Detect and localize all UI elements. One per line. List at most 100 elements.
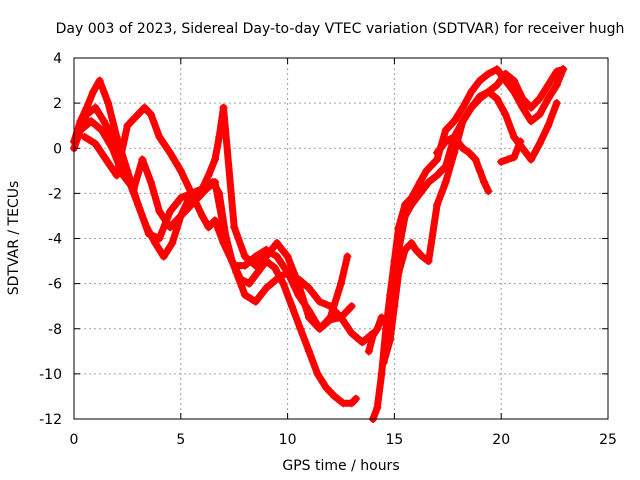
data-point-marker: [304, 347, 313, 356]
data-point-marker: [240, 290, 249, 299]
data-point-marker: [418, 252, 427, 261]
data-point-marker: [272, 252, 281, 261]
data-point-marker: [475, 166, 484, 175]
data-point-marker: [223, 245, 232, 254]
data-point-marker: [168, 239, 177, 248]
y-tick-label: -4: [48, 232, 62, 248]
data-point-marker: [527, 117, 536, 126]
series-line-9: [497, 138, 524, 166]
data-point-marker: [552, 99, 561, 108]
data-point-marker: [475, 76, 484, 85]
series-group: [70, 65, 568, 423]
data-point-marker: [516, 137, 525, 146]
data-point-marker: [253, 268, 262, 277]
data-point-marker: [240, 252, 249, 261]
data-point-marker: [347, 399, 356, 408]
data-point-marker: [166, 223, 175, 232]
data-point-marker: [279, 279, 288, 288]
data-point-marker: [134, 110, 143, 119]
data-point-marker: [91, 139, 100, 148]
data-point-marker: [458, 103, 467, 112]
data-point-marker: [326, 302, 335, 311]
data-point-marker: [433, 155, 442, 164]
data-point-marker: [347, 329, 356, 338]
data-point-marker: [433, 200, 442, 209]
data-point-marker: [270, 263, 279, 272]
data-point-marker: [176, 211, 185, 220]
data-point-marker: [492, 81, 501, 90]
data-point-marker: [251, 252, 260, 261]
data-point-marker: [97, 126, 106, 135]
data-point-marker: [326, 313, 335, 322]
data-point-marker: [510, 76, 519, 85]
data-point-marker: [386, 336, 395, 345]
data-point-marker: [204, 171, 213, 180]
data-point-marker: [441, 137, 450, 146]
data-point-marker: [433, 148, 442, 157]
data-point-marker: [337, 279, 345, 288]
data-point-marker: [245, 279, 254, 288]
data-point-marker: [251, 297, 260, 306]
data-point-marker: [544, 94, 553, 103]
data-point-marker: [272, 239, 281, 248]
data-point-marker: [215, 189, 224, 198]
data-point-marker: [394, 268, 403, 277]
data-point-marker: [351, 394, 360, 403]
data-point-marker: [424, 257, 433, 266]
data-point-marker: [552, 81, 561, 90]
data-point-marker: [390, 257, 399, 266]
data-point-marker: [272, 275, 281, 284]
data-point-marker: [377, 369, 386, 378]
data-point-marker: [176, 166, 185, 175]
y-tick-label: 0: [53, 141, 62, 157]
x-tick-label: 15: [385, 432, 403, 448]
data-point-marker: [450, 148, 459, 157]
data-point-marker: [492, 65, 501, 74]
data-point-marker: [140, 103, 149, 112]
data-point-marker: [129, 184, 138, 193]
data-point-marker: [155, 234, 164, 243]
data-point-marker: [373, 403, 382, 412]
data-point-marker: [119, 171, 128, 180]
data-point-marker: [304, 284, 313, 293]
data-point-marker: [262, 284, 271, 293]
data-point-marker: [176, 193, 185, 202]
data-point-marker: [450, 117, 459, 126]
data-point-marker: [501, 76, 510, 85]
data-point-marker: [484, 87, 493, 96]
data-point-marker: [304, 306, 313, 315]
y-tick-label: -8: [48, 322, 62, 338]
series-line-4: [76, 117, 377, 346]
data-point-marker: [91, 103, 100, 112]
y-tick-label: -10: [39, 367, 62, 383]
data-point-marker: [433, 171, 442, 180]
data-point-marker: [379, 358, 388, 367]
data-point-marker: [313, 369, 322, 378]
x-tick-label: 20: [492, 432, 510, 448]
data-point-marker: [358, 338, 367, 347]
y-tick-label: -6: [48, 277, 62, 293]
data-point-marker: [407, 193, 416, 202]
data-point-marker: [159, 252, 168, 261]
data-point-marker: [484, 69, 493, 78]
data-point-marker: [337, 313, 345, 322]
data-point-marker: [458, 117, 467, 126]
data-point-marker: [407, 239, 416, 248]
data-point-marker: [134, 200, 143, 209]
data-point-marker: [559, 65, 568, 74]
data-point-marker: [296, 324, 305, 333]
data-point-marker: [104, 99, 113, 108]
data-point-marker: [240, 261, 249, 270]
data-point-marker: [87, 117, 96, 126]
data-point-marker: [364, 347, 373, 356]
data-point-marker: [155, 132, 164, 141]
data-point-marker: [544, 121, 553, 130]
data-point-marker: [198, 211, 207, 220]
data-point-marker: [232, 268, 241, 277]
y-axis-ticks: 4 2 0 -2 -4 -6 -8 -10 -12: [39, 51, 608, 428]
y-axis-label: SDTVAR / TECUs: [6, 181, 22, 296]
data-point-marker: [510, 132, 519, 141]
data-point-marker: [492, 94, 501, 103]
x-axis-ticks: 0 5 10 15 20 25: [70, 58, 617, 448]
